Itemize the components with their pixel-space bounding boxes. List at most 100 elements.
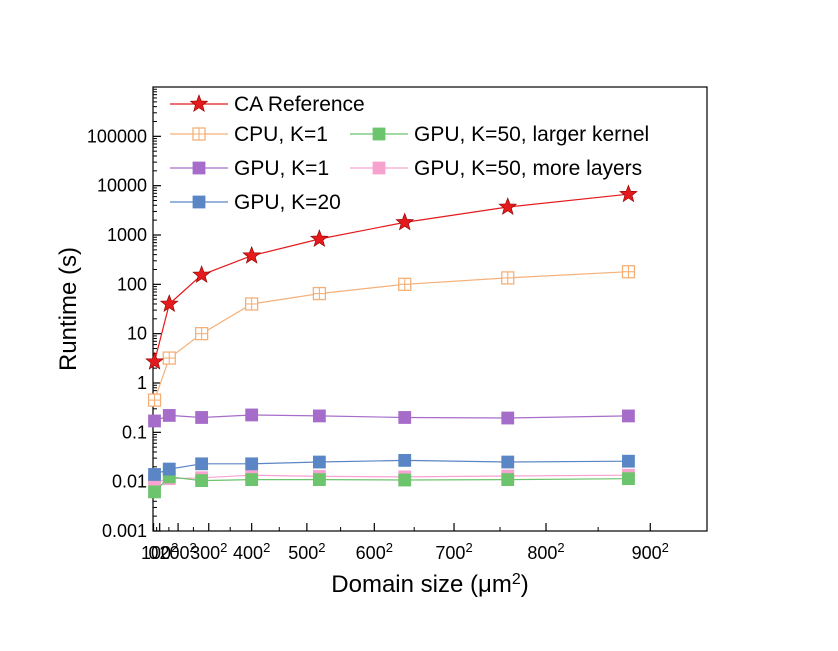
data-point bbox=[245, 473, 259, 487]
data-point bbox=[621, 265, 636, 279]
x-tick-label: 9002 bbox=[632, 540, 669, 564]
data-point bbox=[162, 409, 176, 422]
data-point bbox=[162, 351, 176, 365]
data-point bbox=[245, 408, 259, 422]
legend-entry: GPU, K=50, larger kernel bbox=[350, 123, 649, 146]
legend-marker bbox=[192, 127, 206, 141]
x-tick-label: 2002 bbox=[159, 540, 196, 564]
legend-marker bbox=[192, 195, 206, 209]
data-point bbox=[194, 327, 209, 341]
y-axis-title: Runtime (s) bbox=[55, 247, 82, 371]
legend-label: GPU, K=50, larger kernel bbox=[414, 123, 649, 146]
series-line bbox=[153, 271, 629, 401]
legend-label: CPU, K=1 bbox=[234, 123, 328, 146]
legend-label: GPU, K=20 bbox=[234, 191, 341, 214]
y-tick-label: 1 bbox=[137, 373, 147, 393]
legend-label: CA Reference bbox=[234, 93, 365, 116]
series-line bbox=[154, 459, 629, 476]
data-point bbox=[162, 462, 176, 476]
series-2 bbox=[147, 265, 636, 407]
x-tick-superscript: 2 bbox=[318, 540, 325, 555]
data-point bbox=[148, 485, 161, 499]
legend-entry: CPU, K=1 bbox=[170, 123, 328, 146]
legend-entry: GPU, K=20 bbox=[170, 191, 341, 214]
data-point bbox=[312, 473, 326, 487]
data-point bbox=[501, 411, 515, 425]
data-point bbox=[310, 229, 329, 247]
data-point bbox=[312, 455, 326, 469]
axes: 0.001 0.01 0.1 1 10 100 1000 10000 100000 0100220… bbox=[87, 86, 708, 564]
y-tick-label: 0.001 bbox=[102, 521, 147, 541]
x-tick-superscript: 2 bbox=[662, 540, 669, 555]
data-point bbox=[159, 294, 179, 312]
data-point bbox=[245, 457, 259, 471]
data-point bbox=[395, 212, 415, 231]
data-point bbox=[147, 393, 162, 407]
series-3 bbox=[148, 408, 635, 428]
data-point bbox=[245, 297, 259, 311]
data-point bbox=[622, 409, 635, 423]
x-tick-label: 8002 bbox=[527, 540, 564, 564]
data-point bbox=[501, 455, 515, 469]
series-line bbox=[153, 193, 629, 362]
series-line bbox=[154, 476, 629, 493]
x-tick-superscript: 2 bbox=[263, 540, 270, 555]
data-point bbox=[619, 184, 638, 203]
data-point bbox=[622, 454, 635, 468]
x-tick-superscript: 2 bbox=[386, 540, 393, 555]
data-point bbox=[398, 453, 412, 467]
series-1 bbox=[145, 184, 638, 370]
data-point bbox=[145, 351, 164, 370]
data-point bbox=[195, 457, 209, 471]
y-tick-label: 100 bbox=[117, 274, 147, 294]
data-point bbox=[195, 411, 209, 424]
legend-entry: CA Reference bbox=[170, 93, 365, 116]
data-point bbox=[622, 472, 635, 486]
x-tick-superscript: 2 bbox=[189, 540, 196, 555]
x-tick-label: 4002 bbox=[233, 540, 270, 564]
data-point bbox=[498, 197, 518, 215]
legend-entry: GPU, K=50, more layers bbox=[350, 157, 642, 180]
x-axis-title: Domain size (μm2) bbox=[331, 571, 528, 599]
x-tick-superscript: 2 bbox=[171, 540, 178, 555]
data-point bbox=[398, 473, 412, 487]
series-line bbox=[154, 414, 629, 422]
x-tick-superscript: 2 bbox=[557, 540, 564, 555]
data-point bbox=[195, 474, 209, 488]
data-point bbox=[242, 245, 262, 264]
legend-label: GPU, K=50, more layers bbox=[414, 157, 642, 180]
data-point bbox=[312, 409, 326, 423]
series-layer bbox=[145, 184, 638, 499]
y-tick-label: 0.1 bbox=[122, 422, 147, 442]
y-tick-label: 1000 bbox=[107, 225, 147, 245]
y-tick-label: 0.01 bbox=[112, 472, 147, 492]
legend-label: GPU, K=1 bbox=[234, 157, 329, 180]
y-tick-label: 10000 bbox=[97, 176, 147, 196]
plot-frame bbox=[152, 86, 708, 532]
x-tick-label: 1002 bbox=[141, 540, 178, 564]
data-point bbox=[398, 411, 412, 424]
x-tick-label: 0 bbox=[149, 543, 159, 563]
data-point bbox=[192, 265, 211, 283]
x-tick-label: 6002 bbox=[356, 540, 393, 564]
y-tick-label: 100000 bbox=[87, 126, 147, 146]
series-4 bbox=[148, 453, 635, 481]
legend-marker bbox=[372, 127, 386, 141]
data-point bbox=[148, 414, 161, 428]
x-axis-title-superscript: 2 bbox=[512, 571, 521, 588]
x-tick-label: 5002 bbox=[288, 540, 325, 564]
x-tick-label: 7002 bbox=[435, 540, 472, 564]
legend-marker bbox=[192, 161, 206, 175]
data-point bbox=[312, 286, 327, 301]
legend: CA Reference CPU, K=1 GPU, K=50, larger ke… bbox=[170, 93, 649, 214]
x-tick-superscript: 2 bbox=[465, 540, 472, 555]
legend-entry: GPU, K=1 bbox=[170, 157, 329, 180]
series-5 bbox=[148, 470, 635, 499]
data-point bbox=[501, 473, 515, 487]
data-point bbox=[398, 277, 412, 291]
data-point bbox=[501, 271, 515, 285]
legend-marker bbox=[372, 161, 386, 175]
y-tick-label: 10 bbox=[127, 324, 147, 344]
data-point bbox=[148, 468, 161, 481]
